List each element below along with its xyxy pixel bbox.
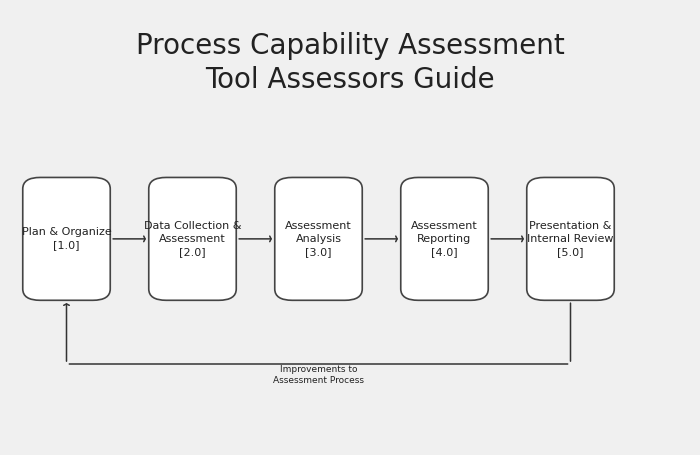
Text: Plan & Organize
[1.0]: Plan & Organize [1.0] [22,228,111,250]
Text: Assessment
Analysis
[3.0]: Assessment Analysis [3.0] [285,221,352,257]
FancyBboxPatch shape [526,177,615,300]
Text: Data Collection &
Assessment
[2.0]: Data Collection & Assessment [2.0] [144,221,242,257]
Text: Improvements to
Assessment Process: Improvements to Assessment Process [273,365,364,385]
Text: Assessment
Reporting
[4.0]: Assessment Reporting [4.0] [411,221,478,257]
Text: Process Capability Assessment
Tool Assessors Guide: Process Capability Assessment Tool Asses… [136,32,564,95]
FancyBboxPatch shape [400,177,489,300]
FancyBboxPatch shape [149,177,237,300]
Text: Presentation &
Internal Review
[5.0]: Presentation & Internal Review [5.0] [527,221,614,257]
FancyBboxPatch shape [22,177,111,300]
FancyBboxPatch shape [274,177,363,300]
